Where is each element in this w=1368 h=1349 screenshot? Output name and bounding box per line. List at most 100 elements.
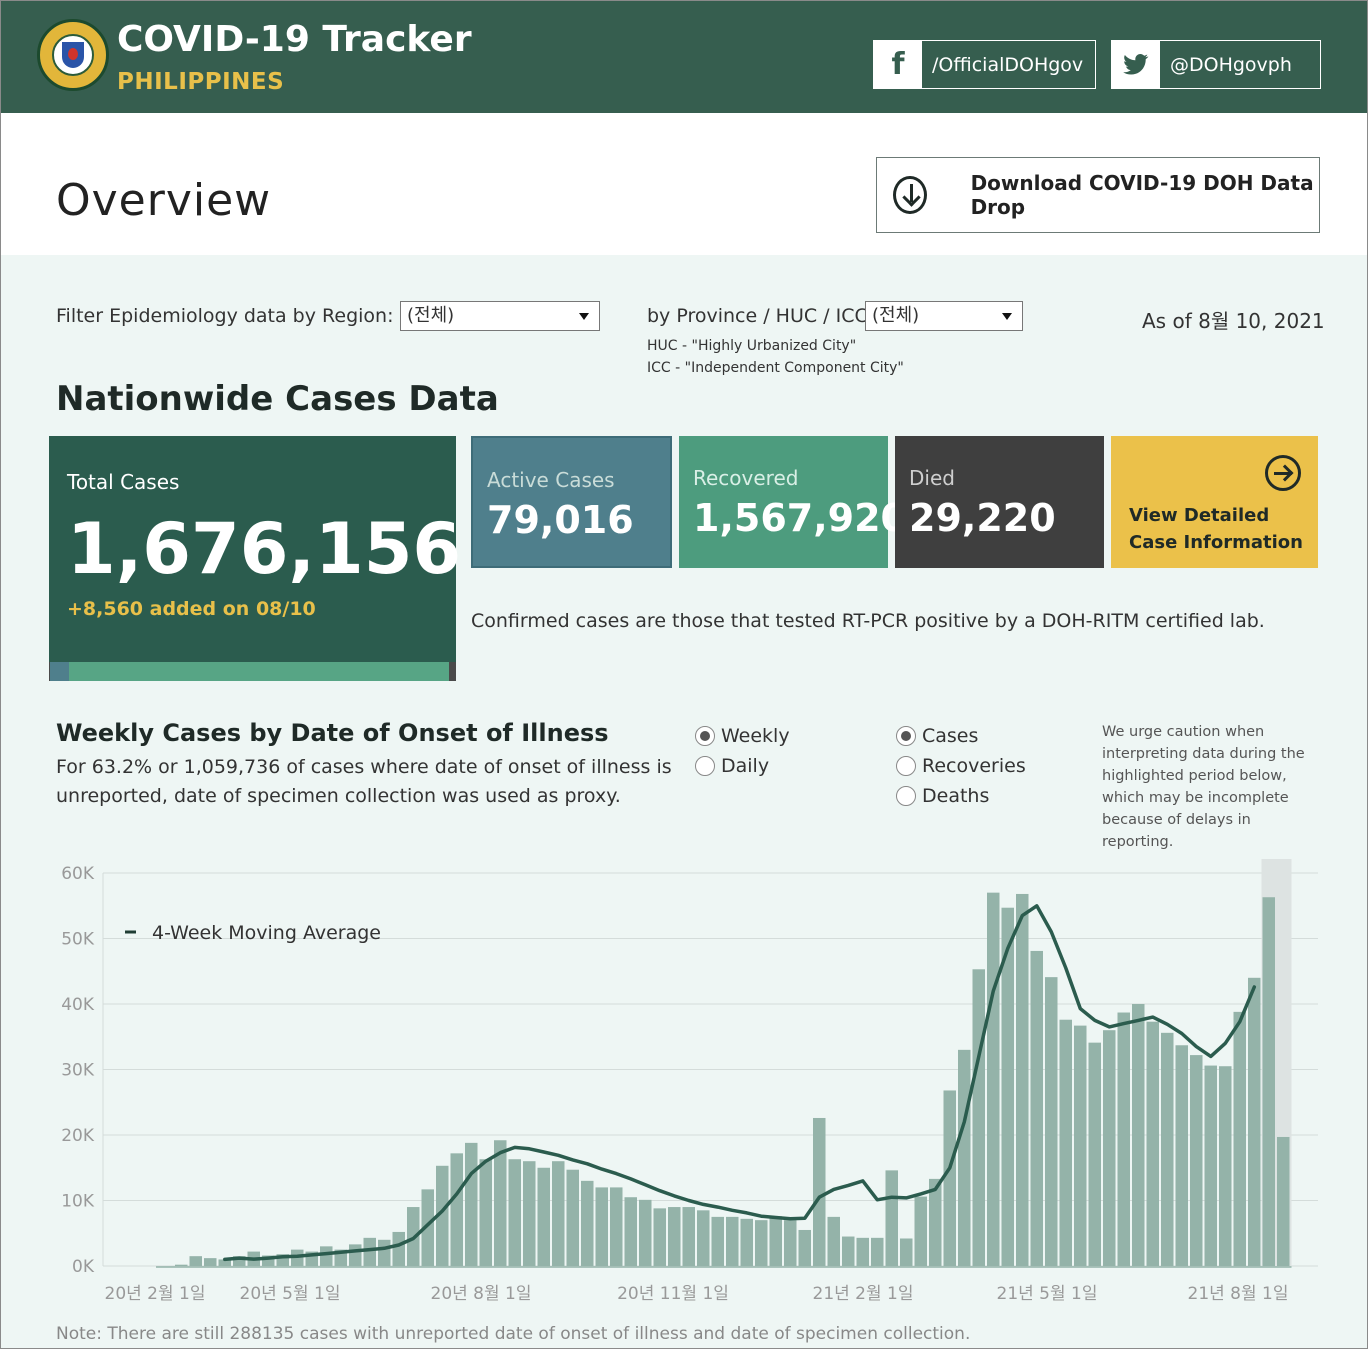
bar bbox=[1001, 907, 1014, 1266]
total-cases-label: Total Cases bbox=[67, 470, 180, 494]
x-tick-label: 20년 2월 1일 bbox=[105, 1284, 206, 1304]
bar bbox=[1074, 1025, 1087, 1266]
bar bbox=[1045, 977, 1058, 1266]
y-tick-label: 50K bbox=[61, 930, 95, 950]
bar bbox=[175, 1264, 188, 1266]
bar bbox=[914, 1196, 927, 1266]
x-tick-label: 20년 5월 1일 bbox=[240, 1284, 341, 1304]
bar bbox=[1277, 1136, 1290, 1266]
recovered-value: 1,567,920 bbox=[693, 496, 907, 540]
radio-deaths-label: Deaths bbox=[922, 785, 990, 807]
icc-note: ICC - "Independent Component City" bbox=[647, 360, 904, 376]
bar bbox=[566, 1169, 579, 1266]
bar bbox=[1030, 950, 1043, 1266]
bar bbox=[1117, 1012, 1130, 1266]
bar bbox=[697, 1210, 710, 1266]
bar bbox=[624, 1197, 637, 1266]
radio-deaths[interactable]: Deaths bbox=[896, 785, 989, 807]
bar bbox=[349, 1244, 362, 1266]
facebook-label: /OfficialDOHgov bbox=[932, 53, 1084, 76]
weekly-chart-title: Weekly Cases by Date of Onset of Illness bbox=[56, 719, 609, 747]
view-detailed-case-button[interactable]: View Detailed Case Information bbox=[1111, 436, 1318, 568]
bar bbox=[450, 1153, 463, 1266]
recovered-segment bbox=[69, 662, 449, 681]
total-cases-card: Total Cases 1,676,156 +8,560 added on 08… bbox=[49, 436, 461, 681]
bar bbox=[682, 1207, 695, 1266]
bar bbox=[479, 1159, 492, 1266]
bar bbox=[1088, 1042, 1101, 1266]
download-icon bbox=[893, 176, 927, 214]
twitter-icon bbox=[1112, 41, 1160, 88]
download-data-drop-button[interactable]: Download COVID-19 DOH Data Drop bbox=[876, 157, 1320, 233]
y-tick-label: 40K bbox=[61, 995, 95, 1015]
bar bbox=[639, 1199, 652, 1266]
bar bbox=[784, 1220, 797, 1266]
bar bbox=[740, 1218, 753, 1266]
legend-label: 4-Week Moving Average bbox=[152, 922, 381, 944]
huc-note: HUC - "Highly Urbanized City" bbox=[647, 338, 857, 354]
bar bbox=[320, 1246, 333, 1266]
bar bbox=[711, 1216, 724, 1266]
recovered-label: Recovered bbox=[693, 466, 799, 490]
died-label: Died bbox=[909, 466, 955, 490]
y-tick-label: 20K bbox=[61, 1126, 95, 1146]
header-bar: COVID-19 Tracker PHILIPPINES f /Official… bbox=[1, 1, 1367, 113]
bar bbox=[1248, 977, 1261, 1266]
radio-weekly[interactable]: Weekly bbox=[695, 725, 790, 747]
facebook-icon: f bbox=[874, 41, 922, 88]
chart-footnote: Note: There are still 288135 cases with … bbox=[56, 1324, 971, 1344]
bar bbox=[1262, 897, 1275, 1266]
bar bbox=[276, 1254, 289, 1266]
arrow-right-circle-icon bbox=[1265, 455, 1301, 491]
radio-daily[interactable]: Daily bbox=[695, 755, 769, 777]
radio-cases[interactable]: Cases bbox=[896, 725, 978, 747]
nationwide-title: Nationwide Cases Data bbox=[56, 379, 499, 419]
dropdown-arrow-icon bbox=[1002, 313, 1012, 320]
bar bbox=[726, 1216, 739, 1266]
bar bbox=[436, 1165, 449, 1266]
radio-icon bbox=[695, 756, 715, 776]
bar bbox=[987, 892, 1000, 1266]
bar bbox=[798, 1229, 811, 1266]
bar bbox=[972, 969, 985, 1266]
bar bbox=[1146, 1021, 1159, 1266]
bar bbox=[363, 1237, 376, 1266]
died-value: 29,220 bbox=[909, 496, 1056, 540]
bar bbox=[885, 1170, 898, 1266]
twitter-link[interactable]: @DOHgovph bbox=[1111, 40, 1321, 89]
bar bbox=[1204, 1065, 1217, 1266]
bar bbox=[1190, 1055, 1203, 1266]
bar bbox=[842, 1236, 855, 1266]
x-tick-label: 21년 5월 1일 bbox=[997, 1284, 1098, 1304]
download-label: Download COVID-19 DOH Data Drop bbox=[970, 171, 1314, 219]
province-select-value: (전체) bbox=[872, 305, 920, 326]
bar bbox=[856, 1237, 869, 1266]
bar bbox=[958, 1049, 971, 1266]
region-select[interactable]: (전체) bbox=[400, 301, 600, 331]
bar bbox=[1233, 1011, 1246, 1266]
y-tick-label: 0K bbox=[72, 1257, 95, 1277]
bar bbox=[1175, 1045, 1188, 1266]
province-filter-label: by Province / HUC / ICC: bbox=[647, 305, 875, 327]
y-tick-label: 10K bbox=[61, 1192, 95, 1212]
bar bbox=[421, 1189, 434, 1266]
bar bbox=[537, 1167, 550, 1266]
facebook-link[interactable]: f /OfficialDOHgov bbox=[873, 40, 1096, 89]
bar bbox=[929, 1178, 942, 1266]
recovered-card: Recovered 1,567,920 bbox=[679, 436, 907, 568]
bar bbox=[1219, 1066, 1232, 1266]
bar bbox=[233, 1256, 246, 1266]
bar bbox=[581, 1180, 594, 1266]
bar bbox=[494, 1140, 507, 1266]
radio-recoveries[interactable]: Recoveries bbox=[896, 755, 1026, 777]
active-cases-card: Active Cases 79,016 bbox=[471, 436, 672, 568]
province-select[interactable]: (전체) bbox=[865, 301, 1023, 331]
app-subtitle: PHILIPPINES bbox=[117, 69, 285, 95]
y-tick-label: 60K bbox=[61, 864, 95, 884]
twitter-label: @DOHgovph bbox=[1170, 53, 1292, 76]
doh-seal-logo bbox=[37, 19, 109, 91]
radio-daily-label: Daily bbox=[721, 755, 770, 777]
radio-icon bbox=[896, 726, 916, 746]
bar bbox=[1016, 893, 1029, 1266]
